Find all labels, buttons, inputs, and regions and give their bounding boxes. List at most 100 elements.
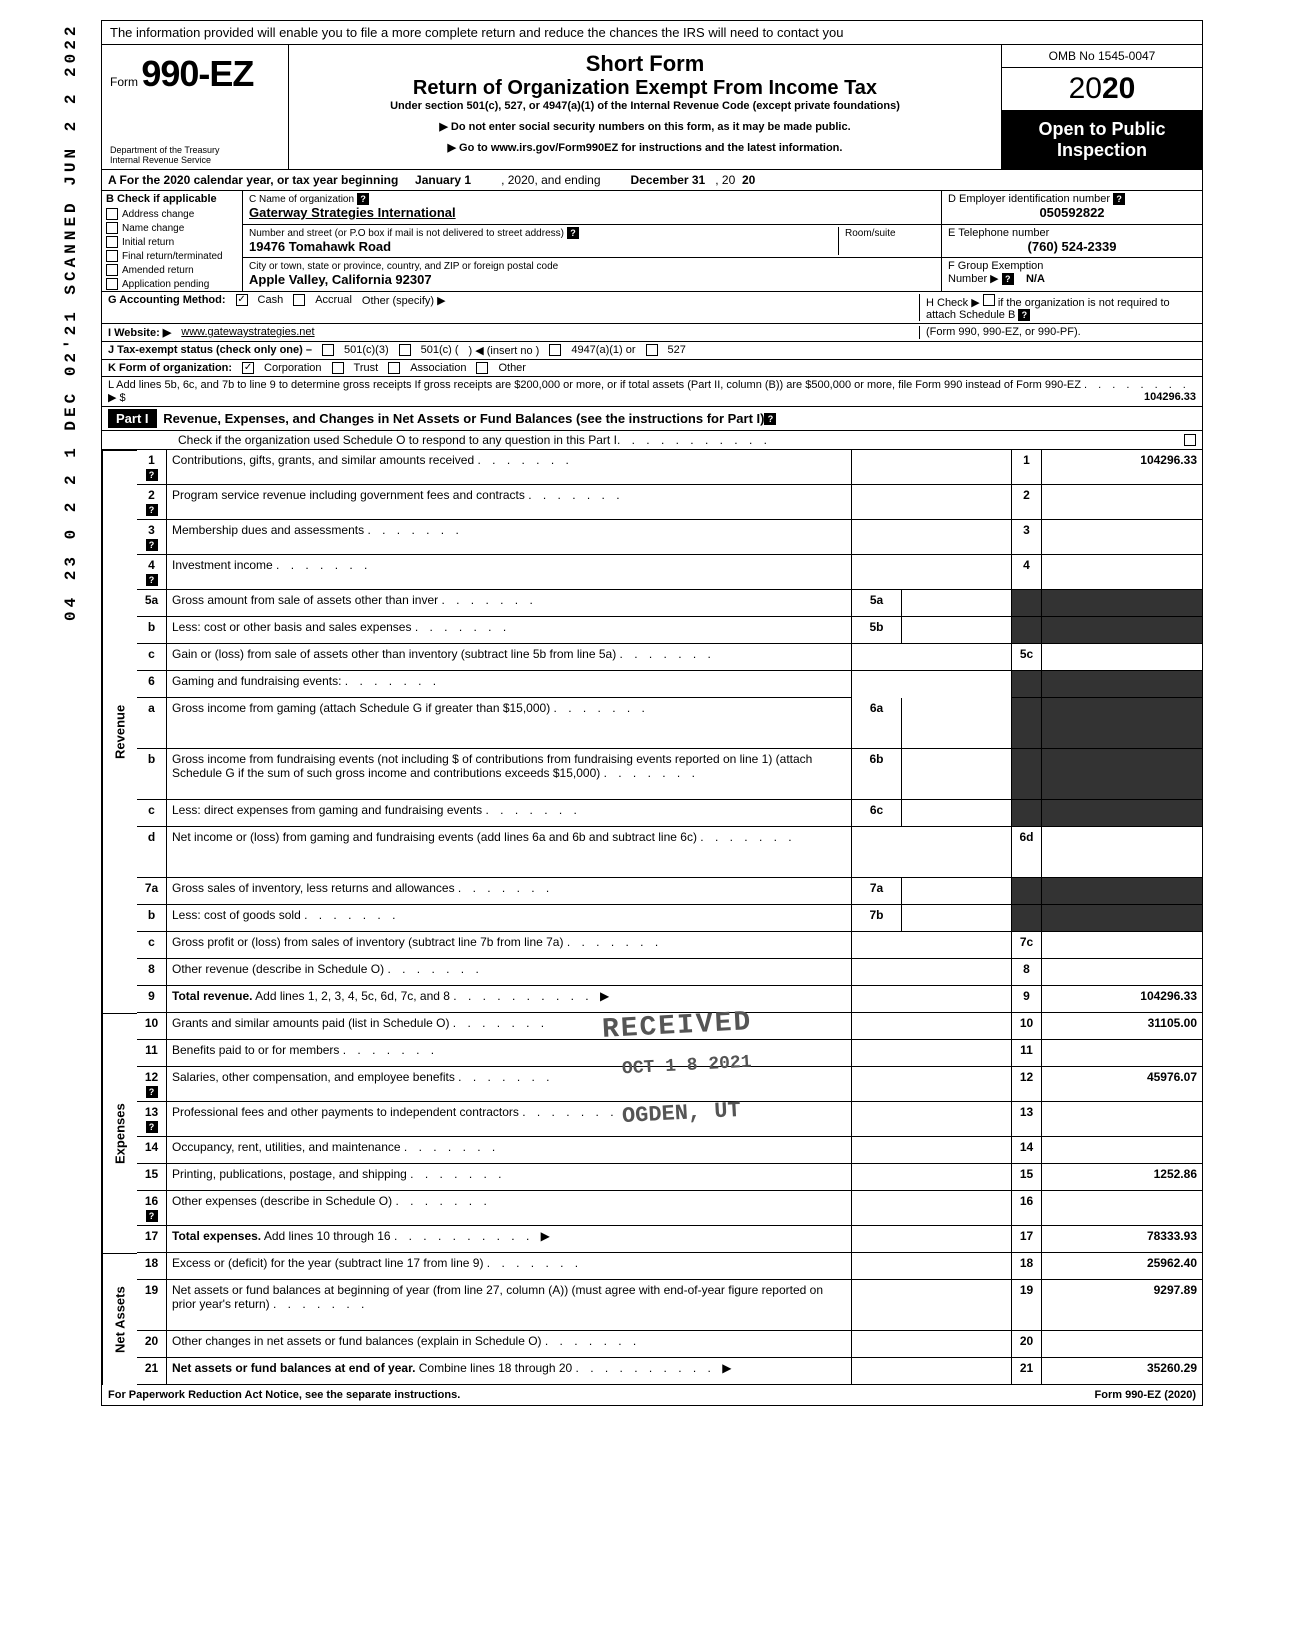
help-icon[interactable]: ?	[357, 193, 369, 205]
line-description: Salaries, other compensation, and employ…	[167, 1067, 852, 1102]
checkbox-501c3[interactable]	[322, 344, 334, 356]
right-line-label	[1012, 749, 1042, 800]
right-line-label: 7c	[1012, 932, 1042, 959]
ein: 050592822	[948, 205, 1196, 220]
help-icon[interactable]: ?	[1018, 309, 1030, 321]
mid-line-label	[852, 1164, 902, 1191]
checkbox-other-org[interactable]	[476, 362, 488, 374]
mid-line-label: 6c	[852, 800, 902, 827]
top-info-note: The information provided will enable you…	[102, 21, 1202, 45]
checkbox-501c[interactable]	[399, 344, 411, 356]
line-number: 4 ?	[137, 555, 167, 590]
checkbox-schedule-b[interactable]	[983, 294, 995, 306]
checkbox-4947[interactable]	[549, 344, 561, 356]
right-line-label: 17	[1012, 1226, 1042, 1253]
line-amount	[1042, 1137, 1202, 1164]
omb-number: OMB No 1545-0047	[1002, 45, 1202, 68]
mid-line-label	[852, 986, 902, 1013]
help-icon[interactable]: ?	[567, 227, 579, 239]
checkbox-name-change[interactable]	[106, 222, 118, 234]
right-line-label	[1012, 617, 1042, 644]
part1-check-note: Check if the organization used Schedule …	[102, 431, 1202, 450]
mid-line-label: 7b	[852, 905, 902, 932]
line-i-website: I Website: ▶ www.gatewaystrategies.net (…	[102, 324, 1202, 342]
mid-line-label	[852, 671, 902, 698]
form-title: Return of Organization Exempt From Incom…	[297, 77, 993, 100]
checkbox-association[interactable]	[388, 362, 400, 374]
line-number: b	[137, 905, 167, 932]
line-amount	[1042, 1040, 1202, 1067]
line-amount: 104296.33	[1042, 450, 1202, 485]
header-left: Form 990-EZ Department of the Treasury I…	[102, 45, 289, 169]
checkbox-initial-return[interactable]	[106, 236, 118, 248]
line-number: c	[137, 800, 167, 827]
form-number-block: Form 990-EZ	[110, 53, 280, 95]
line-amount: 78333.93	[1042, 1226, 1202, 1253]
line-g-accounting: G Accounting Method: Cash Accrual Other …	[102, 292, 1202, 324]
line-description: Printing, publications, postage, and shi…	[167, 1164, 852, 1191]
checkbox-schedule-o[interactable]	[1184, 434, 1196, 446]
help-icon[interactable]: ?	[764, 413, 776, 425]
line-number: 9	[137, 986, 167, 1013]
checkbox-trust[interactable]	[332, 362, 344, 374]
short-form-label: Short Form	[297, 51, 993, 77]
gross-receipts-total: 104296.33	[1144, 391, 1196, 403]
checkbox-527[interactable]	[646, 344, 658, 356]
org-info-block: B Check if applicable Address change Nam…	[102, 191, 1202, 292]
help-icon[interactable]: ?	[1113, 193, 1125, 205]
checkbox-application-pending[interactable]	[106, 278, 118, 290]
mid-line-value	[902, 878, 1012, 905]
line-description: Grants and similar amounts paid (list in…	[167, 1013, 852, 1040]
tax-year: 2020	[1002, 68, 1202, 111]
group-exemption: N/A	[1026, 273, 1045, 285]
right-line-label: 8	[1012, 959, 1042, 986]
mid-line-value	[902, 1067, 1012, 1102]
mid-line-label	[852, 485, 902, 520]
right-line-label	[1012, 905, 1042, 932]
right-line-label: 2	[1012, 485, 1042, 520]
mid-line-label	[852, 1358, 902, 1385]
ssn-note: ▶ Do not enter social security numbers o…	[297, 120, 993, 133]
line-description: Contributions, gifts, grants, and simila…	[167, 450, 852, 485]
checkbox-accrual[interactable]	[293, 294, 305, 306]
checkbox-corporation[interactable]	[242, 362, 254, 374]
right-line-label	[1012, 698, 1042, 749]
line-amount: 35260.29	[1042, 1358, 1202, 1385]
mid-line-label	[852, 1137, 902, 1164]
line-number: 6	[137, 671, 167, 698]
right-line-label: 16	[1012, 1191, 1042, 1226]
mid-line-label	[852, 1331, 902, 1358]
mid-line-label	[852, 1280, 902, 1331]
open-public-badge: Open to Public Inspection	[1002, 111, 1202, 169]
line-amount	[1042, 1191, 1202, 1226]
help-icon[interactable]: ?	[1002, 273, 1014, 285]
line-number: 18	[137, 1253, 167, 1280]
mid-line-label	[852, 644, 902, 671]
revenue-grid: Revenue1 ?Contributions, gifts, grants, …	[102, 450, 1202, 1013]
mid-line-value	[902, 800, 1012, 827]
checkbox-cash[interactable]	[236, 294, 248, 306]
line-amount	[1042, 644, 1202, 671]
mid-line-label	[852, 959, 902, 986]
checkbox-amended-return[interactable]	[106, 264, 118, 276]
line-amount	[1042, 800, 1202, 827]
department-label: Department of the Treasury Internal Reve…	[110, 145, 220, 165]
right-line-label	[1012, 671, 1042, 698]
line-description: Investment income . . . . . . .	[167, 555, 852, 590]
checkbox-final-return[interactable]	[106, 250, 118, 262]
mid-line-label: 5b	[852, 617, 902, 644]
line-number: 8	[137, 959, 167, 986]
mid-line-label	[852, 450, 902, 485]
org-city: Apple Valley, California 92307	[249, 272, 432, 287]
right-line-label: 19	[1012, 1280, 1042, 1331]
checkbox-address-change[interactable]	[106, 208, 118, 220]
line-description: Program service revenue including govern…	[167, 485, 852, 520]
line-description: Gross income from fundraising events (no…	[167, 749, 852, 800]
line-description: Net assets or fund balances at beginning…	[167, 1280, 852, 1331]
line-description: Other expenses (describe in Schedule O) …	[167, 1191, 852, 1226]
line-number: 1 ?	[137, 450, 167, 485]
line-number: 17	[137, 1226, 167, 1253]
form-header: Form 990-EZ Department of the Treasury I…	[102, 45, 1202, 170]
mid-line-value	[902, 485, 1012, 520]
line-description: Gross amount from sale of assets other t…	[167, 590, 852, 617]
